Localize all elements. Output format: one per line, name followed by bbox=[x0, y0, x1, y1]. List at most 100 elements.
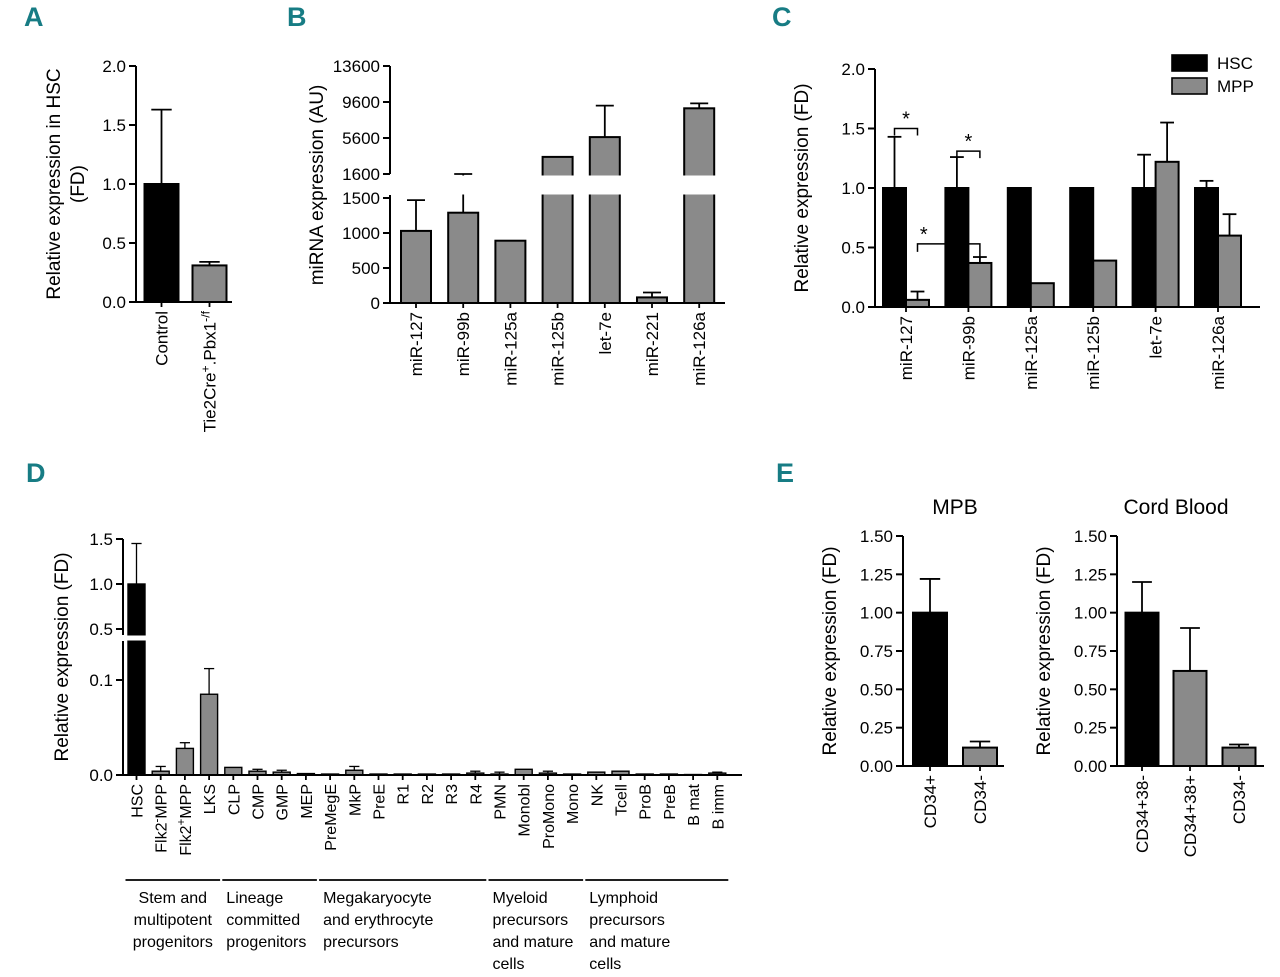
x-category-label: CMP bbox=[251, 784, 268, 820]
x-category-label: PMN bbox=[493, 784, 510, 820]
y-tick-label: 0.5 bbox=[102, 234, 126, 253]
significance-star: * bbox=[965, 131, 973, 153]
y-tick-label: 0.0 bbox=[841, 298, 865, 317]
y-tick-label: 0 bbox=[371, 294, 380, 313]
chart-title: MPB bbox=[932, 496, 978, 519]
y-axis-label: Relative expression in HSC bbox=[44, 68, 65, 299]
x-category-label: Flk2-MPP bbox=[152, 784, 171, 853]
x-category-label: PreE bbox=[372, 784, 389, 820]
x-category-label: let-7e bbox=[1147, 316, 1166, 359]
x-category-label: Tcell bbox=[614, 784, 631, 816]
y-tick-label: 1.0 bbox=[841, 179, 865, 198]
significance-bracket bbox=[893, 127, 919, 136]
x-category-label: GMP bbox=[275, 784, 292, 820]
y-tick-label: 1.0 bbox=[102, 175, 126, 194]
y-tick-label: 1600 bbox=[342, 165, 380, 184]
x-category-label: miR-126a bbox=[690, 311, 709, 385]
bar bbox=[1029, 282, 1055, 309]
y-tick-label: 1.5 bbox=[841, 120, 865, 139]
x-category-label: Mono bbox=[565, 784, 582, 824]
x-category-label: R3 bbox=[444, 784, 461, 805]
y-axis-label: Relative expression (FD) bbox=[820, 546, 841, 755]
x-category-label: LKS bbox=[202, 784, 219, 814]
group-label: Stem and bbox=[139, 890, 207, 907]
x-category-label: Flk2+MPP bbox=[176, 784, 195, 856]
group-label: Myeloid bbox=[493, 890, 548, 907]
y-axis-label: Relative expression (FD) bbox=[792, 83, 813, 292]
bar bbox=[588, 136, 621, 304]
bar bbox=[1194, 187, 1219, 308]
x-category-label: CD34+ bbox=[921, 775, 940, 828]
bar bbox=[127, 583, 146, 776]
y-tick-label: 0.0 bbox=[102, 293, 126, 312]
x-category-label: ProB bbox=[638, 784, 655, 820]
panel-letter-d: D bbox=[26, 458, 46, 488]
group-label: Lineage bbox=[226, 890, 283, 907]
x-category-label: miR-99b bbox=[959, 316, 978, 380]
panel-letter-a: A bbox=[24, 2, 44, 32]
y-tick-label: 1.00 bbox=[860, 604, 893, 623]
y-tick-label: 0.25 bbox=[1074, 719, 1107, 738]
y-axis-label: miRNA expression (AU) bbox=[307, 85, 328, 286]
x-category-label: miR-125a bbox=[1022, 315, 1041, 389]
group-label: multipotent bbox=[134, 912, 213, 929]
axis-break-gap bbox=[392, 175, 725, 195]
y-tick-label: 1.50 bbox=[1074, 527, 1107, 546]
x-category-label: miR-127 bbox=[897, 316, 916, 380]
bar bbox=[400, 229, 432, 304]
y-axis-label: Relative expression (FD) bbox=[52, 552, 73, 761]
bar bbox=[882, 187, 907, 308]
y-tick-label: 1.5 bbox=[102, 116, 126, 135]
bar bbox=[1172, 669, 1208, 767]
y-tick-label: 0.1 bbox=[89, 671, 113, 690]
x-category-label: R1 bbox=[396, 784, 413, 805]
bar bbox=[944, 187, 970, 308]
axis-break-gap bbox=[125, 635, 742, 641]
bar bbox=[1092, 259, 1118, 308]
x-category-label: ProMono bbox=[541, 784, 558, 849]
y-tick-label: 0.00 bbox=[1074, 757, 1107, 776]
bar bbox=[447, 211, 480, 304]
x-category-label: miR-127 bbox=[407, 312, 426, 376]
x-category-label: CD34- bbox=[971, 775, 990, 824]
significance-star: * bbox=[920, 224, 928, 246]
bar bbox=[962, 746, 998, 768]
y-tick-label: 500 bbox=[352, 259, 380, 278]
legend-swatch bbox=[1171, 54, 1208, 72]
y-tick-label: 1500 bbox=[342, 189, 380, 208]
bar bbox=[1069, 187, 1095, 308]
x-category-label: miR-99b bbox=[454, 312, 473, 376]
group-label: progenitors bbox=[133, 934, 213, 951]
group-label: and mature bbox=[493, 934, 574, 951]
group-label: committed bbox=[226, 912, 300, 929]
bar bbox=[494, 239, 527, 304]
group-label: and erythrocyte bbox=[323, 912, 433, 929]
panel-c-chart: 0.0 0.5 1.0 1.5 2.0 miR-127 miR-99b miR-125a miR… bbox=[792, 54, 1260, 390]
bar bbox=[224, 766, 243, 776]
y-tick-label: 1.0 bbox=[89, 575, 113, 594]
y-tick-label: 1.25 bbox=[860, 565, 893, 584]
panel-b-chart: 0 500 1000 1500 1600 5600 9600 13600 miR-127 miR-… bbox=[307, 57, 725, 386]
x-category-label: let-7e bbox=[596, 312, 615, 355]
y-axis-label: Relative expression (FD) bbox=[1034, 546, 1055, 755]
y-tick-label: 2.0 bbox=[841, 60, 865, 79]
x-category-label: NK bbox=[589, 784, 606, 807]
panel-d-chart: 0.0 0.1 0.5 1.0 1.5 HSC Flk2-MPP Flk2+MPP LKS CLP… bbox=[52, 530, 742, 973]
panel-letter-c: C bbox=[772, 2, 792, 32]
x-category-label: PreB bbox=[662, 784, 679, 820]
y-tick-label: 0.5 bbox=[841, 239, 865, 258]
x-category-label: miR-125b bbox=[1084, 316, 1103, 390]
x-category-label: Monobl bbox=[517, 784, 534, 836]
bar bbox=[1131, 187, 1157, 308]
x-category-label: CD34+38- bbox=[1133, 775, 1152, 853]
panel-letter-e: E bbox=[776, 458, 795, 488]
y-tick-label: 5600 bbox=[342, 129, 380, 148]
x-category-label: CD34+38+ bbox=[1181, 775, 1200, 857]
x-category-label: MEP bbox=[299, 784, 316, 819]
chart-title: Cord Blood bbox=[1123, 496, 1228, 519]
panel-letter-b: B bbox=[287, 2, 307, 32]
y-tick-label: 13600 bbox=[333, 57, 380, 76]
bar bbox=[191, 264, 228, 304]
panel-e-chart: 0.00 0.25 0.50 0.75 1.00 1.25 1.50 CD34+ CD34- Re… bbox=[820, 496, 1264, 857]
group-label: and mature bbox=[589, 934, 670, 951]
